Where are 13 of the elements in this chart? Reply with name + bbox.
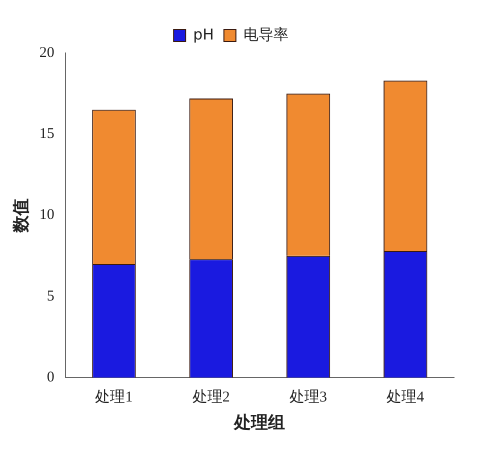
x-tick-label: 处理1 xyxy=(95,388,133,406)
y-tick-label: 5 xyxy=(46,288,54,304)
x-tick-label: 处理4 xyxy=(386,388,425,406)
y-tick-label: 10 xyxy=(39,207,54,224)
legend-label: 电导率 xyxy=(243,25,288,44)
x-axis-title: 处理组 xyxy=(233,413,286,432)
x-tick-label: 处理2 xyxy=(192,388,230,406)
y-tick-label: 0 xyxy=(46,370,54,386)
y-axis-title: 数值 xyxy=(12,198,31,234)
y-tick-label: 15 xyxy=(39,126,54,142)
y-tick-label: 20 xyxy=(39,44,54,61)
legend-label: pH xyxy=(193,25,214,44)
x-tick-label: 处理3 xyxy=(290,388,328,406)
